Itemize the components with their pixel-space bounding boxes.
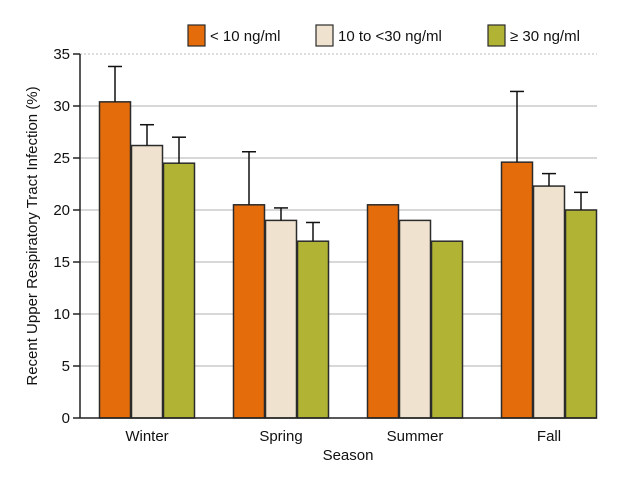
y-tick-label: 0 bbox=[62, 410, 70, 427]
legend-swatch bbox=[187, 24, 206, 47]
bar bbox=[98, 101, 132, 419]
legend-label: ≥ 30 ng/ml bbox=[510, 28, 580, 45]
x-tick-label: Summer bbox=[387, 428, 444, 445]
error-bars bbox=[108, 65, 588, 242]
y-tick-label: 35 bbox=[53, 46, 70, 63]
y-tick-label: 30 bbox=[53, 98, 70, 115]
axes bbox=[79, 54, 597, 419]
y-tick-label: 25 bbox=[53, 150, 70, 167]
y-axis-title: Recent Upper Respiratory Tract Infection… bbox=[24, 86, 41, 385]
legend: < 10 ng/ml 10 to <30 ng/ml ≥ 30 ng/ml bbox=[187, 24, 580, 47]
x-axis-title: Season bbox=[323, 447, 374, 464]
bar bbox=[366, 204, 400, 419]
bar bbox=[264, 219, 298, 419]
y-tick-label: 20 bbox=[53, 202, 70, 219]
y-tick-label: 5 bbox=[62, 358, 70, 375]
legend-label: 10 to <30 ng/ml bbox=[338, 28, 442, 45]
x-tick-label: Winter bbox=[125, 428, 168, 445]
y-tick-label: 15 bbox=[53, 254, 70, 271]
bars bbox=[98, 101, 598, 419]
bar bbox=[398, 219, 432, 419]
y-tick-label: 10 bbox=[53, 306, 70, 323]
x-tick-label: Spring bbox=[259, 428, 302, 445]
legend-swatch bbox=[487, 24, 506, 47]
bar bbox=[430, 240, 464, 419]
bar bbox=[532, 185, 566, 419]
bar bbox=[130, 144, 164, 419]
bar bbox=[162, 162, 196, 419]
bar bbox=[564, 209, 598, 419]
x-tick-labels: Winter Spring Summer Fall bbox=[125, 428, 561, 445]
x-tick-label: Fall bbox=[537, 428, 561, 445]
bar bbox=[500, 161, 534, 419]
bar bbox=[296, 240, 330, 419]
legend-swatch bbox=[315, 24, 334, 47]
legend-label: < 10 ng/ml bbox=[210, 28, 280, 45]
bar bbox=[232, 204, 266, 419]
y-ticks: 0 5 10 15 20 25 30 35 bbox=[53, 46, 80, 427]
